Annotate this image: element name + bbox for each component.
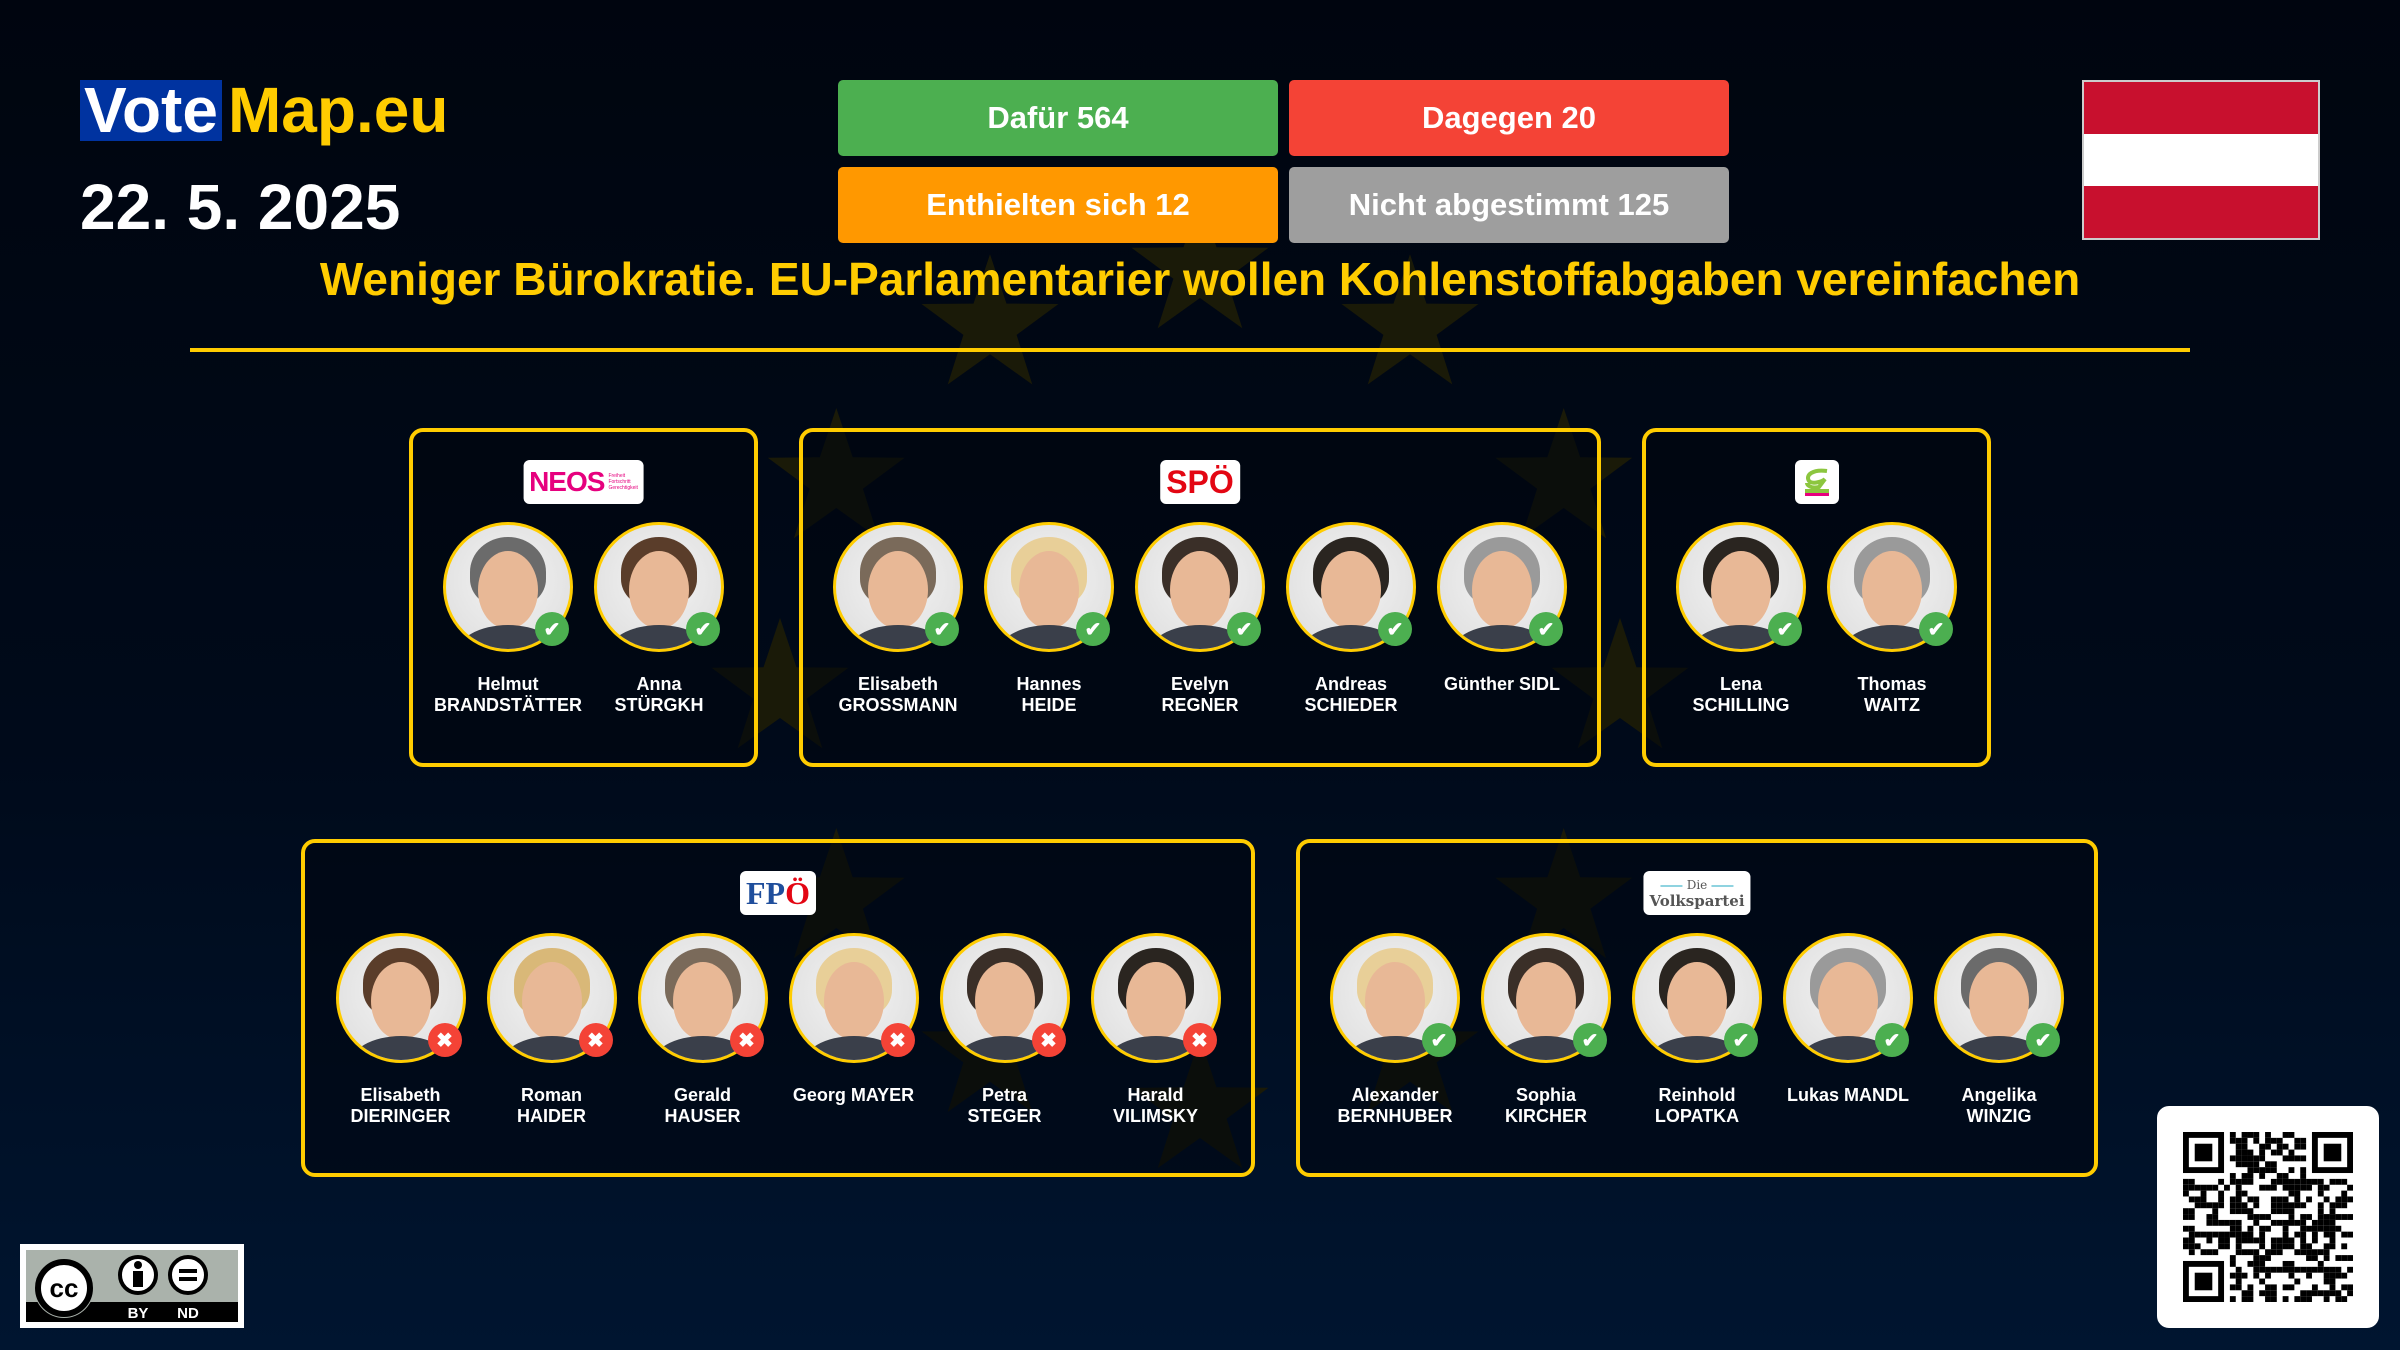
member-photo <box>443 522 573 652</box>
check-icon: ✔ <box>686 612 720 646</box>
party-logo-neos: NEOS Freiheit Fortschritt Gerechtigkeit <box>523 460 644 504</box>
member-card[interactable]: ✔ Reinhold LOPATKA <box>1622 933 1773 1127</box>
check-icon: ✔ <box>1076 612 1110 646</box>
qr-code-icon[interactable] <box>2157 1106 2379 1328</box>
member-card[interactable]: ✖ Elisabeth DIERINGER <box>325 933 476 1127</box>
party-logo-fpoe: FP Ö <box>740 871 816 915</box>
check-icon: ✔ <box>1768 612 1802 646</box>
member-card[interactable]: ✔ Helmut BRANDSTÄTTER <box>433 522 584 716</box>
cross-icon: ✖ <box>1031 1023 1066 1057</box>
member-card[interactable]: ✔ Andreas SCHIEDER <box>1276 522 1427 716</box>
check-icon: ✔ <box>1227 612 1261 646</box>
member-card[interactable]: ✔ Elisabeth GROSSMANN <box>823 522 974 716</box>
member-name: Andreas SCHIEDER <box>1304 674 1398 715</box>
member-name: Lena SCHILLING <box>1692 674 1790 715</box>
member-name: Alexander BERNHUBER <box>1337 1085 1453 1126</box>
cross-icon: ✖ <box>729 1023 764 1057</box>
member-name: Lukas MANDL <box>1786 1085 1909 1105</box>
member-photo <box>1632 933 1762 1063</box>
check-icon: ✔ <box>1529 612 1563 646</box>
member-photo <box>1090 933 1221 1063</box>
cc-by-nd-badge-icon[interactable]: cc BY ND <box>20 1244 244 1328</box>
member-card[interactable]: ✔ Anna STÜRGKH <box>584 522 735 716</box>
logo-map: Map.eu <box>227 74 449 146</box>
member-card[interactable]: ✖ Gerald HAUSER <box>627 933 778 1127</box>
votes-abstained-count: Enthielten sich 12 <box>838 167 1278 243</box>
vote-date: 22. 5. 2025 <box>80 171 401 243</box>
party-logo-oevp: Die Volkspartei <box>1643 871 1751 915</box>
party-logo-spoe: SPÖ <box>1160 460 1240 504</box>
member-name: Petra STEGER <box>967 1085 1042 1126</box>
eu-star <box>921 254 1059 385</box>
member-card[interactable]: ✔ Günther SIDL <box>1427 522 1578 716</box>
member-card[interactable]: ✖ Petra STEGER <box>929 933 1080 1127</box>
member-name: Gerald HAUSER <box>664 1085 741 1126</box>
vote-title: Weniger Bürokratie. EU-Parlamentarier wo… <box>319 253 2081 305</box>
cross-icon: ✖ <box>1182 1023 1217 1057</box>
member-card[interactable]: ✔ Evelyn REGNER <box>1125 522 1276 716</box>
member-name: Elisabeth DIERINGER <box>350 1085 451 1126</box>
member-name: Georg MAYER <box>792 1085 915 1105</box>
member-name: Elisabeth GROSSMANN <box>838 674 958 715</box>
party-logo-gruene <box>1794 460 1839 504</box>
member-card[interactable]: ✔ Angelika WINZIG <box>1924 933 2075 1127</box>
member-name: Helmut BRANDSTÄTTER <box>434 674 582 715</box>
party-box-oevp: Die Volkspartei ✔ Alexander BERNHUBER ✔ S… <box>1296 839 2098 1177</box>
logo-vote: Vote <box>80 78 222 142</box>
check-icon: ✔ <box>535 612 569 646</box>
title-divider <box>190 348 2190 352</box>
member-photo <box>1481 933 1611 1063</box>
member-photo <box>486 933 617 1063</box>
check-icon: ✔ <box>1919 612 1953 646</box>
check-icon: ✔ <box>1378 612 1412 646</box>
eu-star <box>1131 198 1269 329</box>
member-card[interactable]: ✔ Hannes HEIDE <box>974 522 1125 716</box>
member-name: Reinhold LOPATKA <box>1654 1085 1740 1126</box>
votes-for-count: Dafür 564 <box>838 80 1278 156</box>
party-box-gruene: ✔ Lena SCHILLING ✔ Thomas WAITZ <box>1642 428 1991 767</box>
member-name: Evelyn REGNER <box>1161 674 1239 715</box>
cc-by-label: BY <box>128 1305 149 1322</box>
votes-not-voted-count: Nicht abgestimmt 125 <box>1289 167 1729 243</box>
member-name: Roman HAIDER <box>516 1085 586 1126</box>
party-box-neos: NEOS Freiheit Fortschritt Gerechtigkeit ✔ H… <box>409 428 758 767</box>
eu-star <box>711 618 849 749</box>
member-card[interactable]: ✔ Alexander BERNHUBER <box>1320 933 1471 1127</box>
member-card[interactable]: ✖ Roman HAIDER <box>476 933 627 1127</box>
member-card[interactable]: ✔ Lukas MANDL <box>1773 933 1924 1127</box>
check-icon: ✔ <box>925 612 959 646</box>
votes-against-count: Dagegen 20 <box>1289 80 1729 156</box>
eu-star <box>1341 254 1479 385</box>
member-card[interactable]: ✖ Georg MAYER <box>778 933 929 1127</box>
member-name: Günther SIDL <box>1444 674 1560 694</box>
check-icon: ✔ <box>1724 1023 1758 1057</box>
member-photo <box>788 933 919 1063</box>
cc-nd-label: ND <box>177 1305 199 1322</box>
member-name: Angelika WINZIG <box>1961 1085 2037 1126</box>
member-name: Sophia KIRCHER <box>1504 1085 1587 1126</box>
cross-icon: ✖ <box>578 1023 613 1057</box>
party-box-fpoe: FP Ö ✖ Elisabeth DIERINGER ✖ Roman HAIDER ✖… <box>301 839 1255 1177</box>
cross-icon: ✖ <box>880 1023 915 1057</box>
cross-icon: ✖ <box>427 1023 462 1057</box>
member-card[interactable]: ✔ Thomas WAITZ <box>1817 522 1968 716</box>
party-box-spoe: SPÖ ✔ Elisabeth GROSSMANN ✔ Hannes HEIDE ✔… <box>799 428 1601 767</box>
check-icon: ✔ <box>1422 1023 1456 1057</box>
check-icon: ✔ <box>2026 1023 2060 1057</box>
member-name: Anna STÜRGKH <box>614 674 704 715</box>
eu-star <box>1551 618 1689 749</box>
svg-text:cc: cc <box>50 1273 79 1303</box>
member-card[interactable]: ✔ Sophia KIRCHER <box>1471 933 1622 1127</box>
member-card[interactable]: ✖ Harald VILIMSKY <box>1080 933 1231 1127</box>
check-icon: ✔ <box>1875 1023 1909 1057</box>
member-name: Thomas WAITZ <box>1857 674 1927 715</box>
check-icon: ✔ <box>1573 1023 1607 1057</box>
member-name: Hannes HEIDE <box>1016 674 1082 715</box>
member-card[interactable]: ✔ Lena SCHILLING <box>1666 522 1817 716</box>
votemap-logo[interactable]: Vote Map.eu <box>80 74 449 146</box>
austria-flag-icon <box>2082 80 2320 240</box>
member-name: Harald VILIMSKY <box>1112 1085 1198 1126</box>
